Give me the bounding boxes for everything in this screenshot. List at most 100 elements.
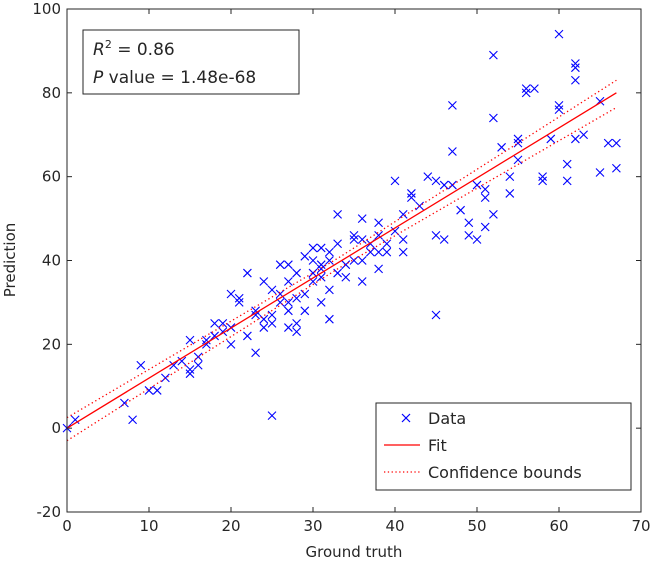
data-point — [292, 293, 301, 303]
x-tick-label: 0 — [62, 517, 72, 535]
data-point — [439, 180, 449, 190]
data-point — [562, 176, 572, 186]
data-point — [292, 268, 301, 278]
data-point — [185, 369, 195, 379]
data-point — [521, 88, 531, 98]
data-point — [251, 348, 260, 358]
data-point — [300, 306, 310, 316]
data-point — [267, 318, 277, 328]
data-point — [439, 235, 449, 244]
data-point — [136, 360, 146, 370]
data-point — [398, 247, 408, 257]
p-label: P — [93, 68, 104, 88]
x-tick-label: 30 — [303, 517, 322, 535]
data-point — [308, 256, 318, 265]
data-point — [284, 277, 293, 286]
data-point — [202, 335, 211, 345]
data-point — [161, 373, 170, 383]
data-point — [456, 205, 465, 215]
data-point — [464, 230, 474, 240]
data-point — [218, 318, 228, 328]
data-point — [521, 84, 531, 94]
data-point — [571, 134, 580, 144]
data-point — [398, 210, 408, 219]
y-tick-label: 40 — [42, 252, 61, 270]
data-point — [349, 235, 359, 244]
data-point — [292, 318, 301, 328]
p-value: value = 1.48e-68 — [103, 68, 256, 88]
data-point — [259, 277, 269, 286]
data-point — [374, 247, 383, 257]
data-point — [382, 247, 392, 257]
data-point — [431, 230, 441, 240]
data-point — [300, 289, 310, 299]
data-point — [333, 239, 342, 249]
data-point — [431, 310, 441, 320]
data-point — [349, 256, 359, 265]
data-point — [374, 218, 383, 228]
data-point — [489, 50, 498, 60]
data-point — [349, 230, 359, 240]
data-point — [243, 268, 252, 278]
data-point — [480, 184, 490, 194]
data-point — [284, 323, 293, 332]
data-point — [152, 386, 162, 395]
data-point — [70, 415, 80, 425]
data-point — [120, 398, 129, 408]
svg-text:P value = 1.48e-68: P value = 1.48e-68 — [93, 68, 256, 88]
data-point — [464, 218, 474, 228]
data-point — [431, 176, 441, 186]
data-point — [325, 256, 334, 265]
data-point — [300, 251, 310, 261]
data-point — [480, 222, 490, 232]
x-tick-label: 10 — [139, 517, 158, 535]
data-point — [513, 155, 523, 165]
data-point — [185, 365, 195, 374]
data-point — [316, 298, 326, 307]
data-point — [128, 415, 137, 425]
x-axis-label: Ground truth — [306, 543, 403, 561]
data-point — [382, 239, 392, 249]
y-tick-label: -20 — [37, 503, 62, 521]
data-point — [284, 298, 293, 307]
data-point — [571, 75, 580, 85]
y-tick-label: 20 — [42, 335, 61, 353]
data-point — [193, 360, 203, 370]
data-point — [316, 260, 326, 270]
data-point — [169, 360, 178, 370]
stats-annotation: R2 = 0.86 P value = 1.48e-68 — [82, 29, 300, 95]
data-point — [505, 172, 515, 182]
data-point — [357, 214, 367, 223]
data-point — [562, 159, 572, 169]
data-point — [448, 180, 457, 190]
x-tick-label: 40 — [385, 517, 404, 535]
data-point — [341, 272, 351, 282]
data-point — [210, 331, 219, 341]
data-point — [530, 84, 539, 94]
y-axis-label: Prediction — [1, 223, 19, 298]
data-point — [407, 193, 416, 203]
data-point — [284, 306, 293, 316]
data-point — [505, 189, 515, 198]
data-point — [275, 260, 285, 270]
x-tick-label: 60 — [549, 517, 568, 535]
data-point — [292, 327, 301, 337]
data-point — [612, 163, 621, 173]
data-point — [333, 268, 342, 278]
legend-fit-label: Fit — [428, 436, 447, 455]
data-point — [308, 277, 318, 286]
data-point — [489, 210, 498, 219]
y-tick-label: 80 — [42, 84, 61, 102]
data-point — [554, 29, 564, 39]
data-point — [554, 105, 564, 114]
data-point — [571, 59, 580, 68]
data-point — [489, 113, 498, 123]
data-point — [251, 306, 260, 316]
data-point — [357, 235, 367, 244]
data-point — [234, 293, 244, 303]
confidence-bound-lower — [66, 106, 617, 442]
r2-label: R — [93, 40, 105, 60]
data-point — [267, 411, 277, 420]
data-point — [177, 356, 187, 366]
